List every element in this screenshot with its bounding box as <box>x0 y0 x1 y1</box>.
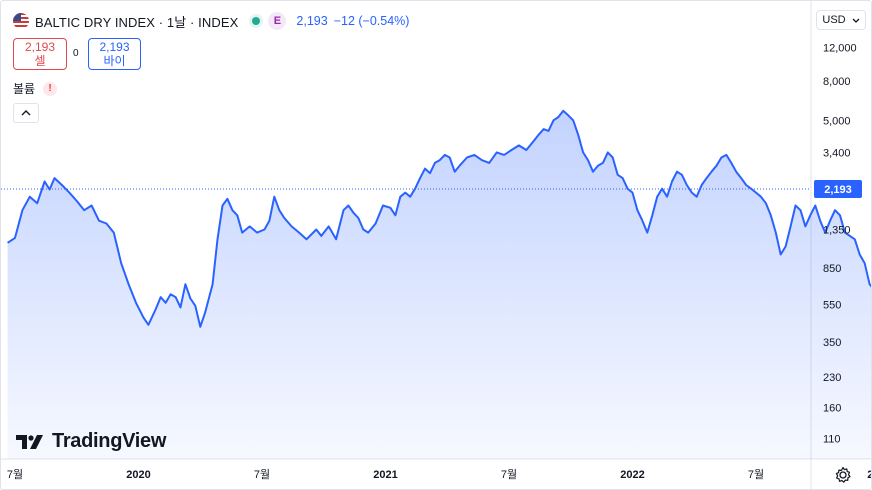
tradingview-logo-icon <box>16 434 43 449</box>
y-axis-label: 230 <box>823 372 841 384</box>
market-status-icon <box>252 17 261 25</box>
volume-label: 볼륨 <box>13 82 36 96</box>
x-axis-label: 7월 <box>501 468 517 481</box>
x-axis-label: 7월 <box>7 468 23 481</box>
sell-label: 셀 <box>34 54 46 68</box>
warning-icon[interactable]: ! <box>43 81 58 96</box>
currency-label: USD <box>822 14 846 26</box>
tradingview-logo-text: TradingView <box>52 430 167 452</box>
spread-value: 0 <box>73 48 79 59</box>
y-axis-label: 350 <box>823 337 841 349</box>
price-change: −12 (−0.54%) <box>333 14 410 28</box>
sell-button[interactable]: 2,193 셀 <box>13 38 67 70</box>
sell-price: 2,193 <box>24 40 56 54</box>
x-axis-label: 7월 <box>254 468 270 481</box>
collapse-legend-button[interactable] <box>13 103 39 123</box>
y-axis-label: 1,350 <box>823 225 851 237</box>
buy-button[interactable]: 2,193 바이 <box>88 38 141 70</box>
y-axis-label: 110 <box>823 434 841 446</box>
volume-legend[interactable]: 볼륨 ! <box>13 80 58 97</box>
symbol-header: BALTIC DRY INDEX · 1날 · INDEX E 2,193 −1… <box>13 11 409 31</box>
y-axis-label: 550 <box>823 299 841 311</box>
x-axis-label: 7월 <box>748 468 764 481</box>
y-axis-label: 160 <box>823 402 841 414</box>
last-price: 2,193 <box>296 14 328 28</box>
y-axis-label: 12,000 <box>823 42 857 54</box>
y-axis-label: 850 <box>823 263 841 275</box>
settings-gear-icon[interactable] <box>834 466 852 484</box>
us-flag-icon <box>13 13 29 29</box>
x-axis-label: 2020 <box>126 469 150 481</box>
chevron-down-icon <box>852 18 860 23</box>
y-axis-label: 8,000 <box>823 76 851 88</box>
chevron-up-icon <box>21 110 31 116</box>
exchange-badge[interactable]: E <box>268 12 287 30</box>
price-area-fill <box>7 110 871 459</box>
symbol-title[interactable]: BALTIC DRY INDEX · 1날 · INDEX <box>35 14 239 30</box>
tradingview-logo[interactable]: TradingView <box>16 430 166 453</box>
x-axis-label: 2022 <box>620 469 644 481</box>
x-axis-label: 2023 <box>867 469 872 481</box>
buy-label: 바이 <box>103 54 126 68</box>
currency-select[interactable]: USD <box>816 10 866 30</box>
x-axis-label: 2021 <box>373 469 397 481</box>
y-axis-label: 5,000 <box>823 115 851 127</box>
price-line <box>7 109 871 328</box>
y-axis-label: 3,400 <box>823 147 851 159</box>
last-price-tag-label: 2,193 <box>824 184 852 196</box>
buy-price: 2,193 <box>99 40 130 54</box>
last-price-tag <box>814 180 862 198</box>
